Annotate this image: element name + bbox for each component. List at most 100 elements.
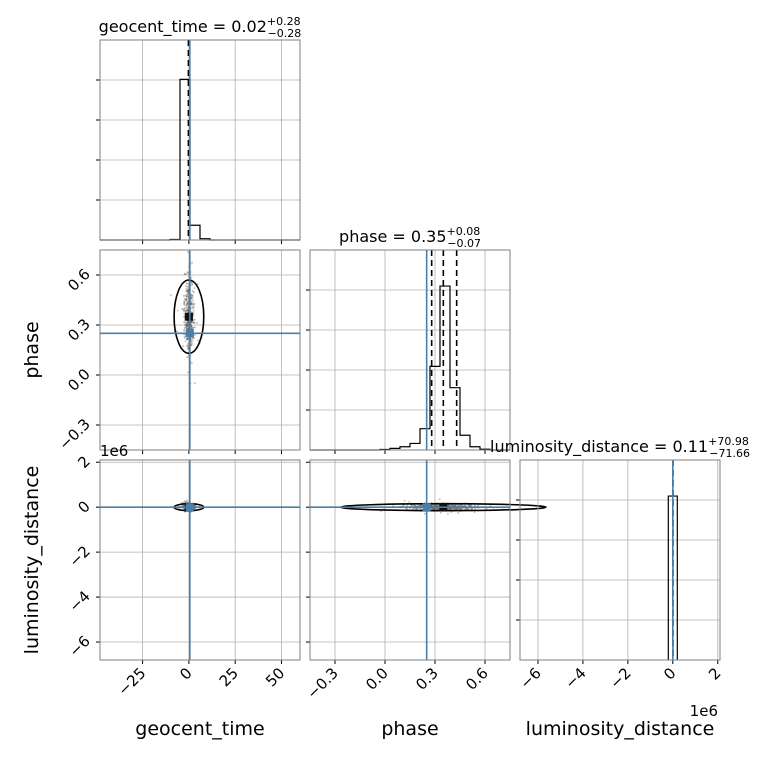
sample-point <box>181 308 184 310</box>
sample-point <box>182 302 185 305</box>
sample-point <box>186 309 189 312</box>
panel-frame <box>99 459 301 661</box>
xtick-label: 0 <box>660 664 679 683</box>
sample-point <box>181 504 184 507</box>
sample-point <box>190 324 193 327</box>
sample-point <box>192 326 195 329</box>
sample-point <box>187 301 190 304</box>
sample-point <box>187 290 190 293</box>
sample-point <box>193 326 196 329</box>
sample-point <box>187 310 190 313</box>
panel-frame <box>519 459 721 661</box>
sample-point <box>183 272 186 275</box>
sample-point <box>434 504 437 507</box>
sample-point <box>191 294 194 297</box>
sample-point <box>190 297 193 300</box>
sample-point <box>185 324 188 327</box>
sample-point <box>454 504 457 507</box>
sample-point <box>190 321 193 324</box>
sample-point <box>449 508 452 511</box>
sample-point <box>183 300 185 303</box>
sample-point <box>453 504 456 507</box>
sample-point <box>187 321 190 324</box>
title-plus: +0.28 <box>267 15 301 28</box>
sample-point <box>186 324 189 327</box>
sample-point <box>471 507 474 510</box>
sample-point <box>190 293 193 296</box>
sample-point <box>190 325 193 328</box>
sample-point <box>473 504 476 507</box>
sample-point <box>186 327 189 330</box>
sample-point <box>186 338 189 341</box>
sample-point <box>187 309 190 312</box>
sample-point <box>186 271 189 274</box>
sample-point <box>191 327 194 330</box>
truth-marker <box>185 329 194 338</box>
sample-point <box>456 507 459 510</box>
sample-point <box>186 292 189 294</box>
sample-point <box>411 504 414 507</box>
sample-point <box>184 336 187 339</box>
sample-point <box>415 508 418 511</box>
sample-point <box>405 507 408 510</box>
sample-point <box>190 327 193 330</box>
sample-point <box>187 324 190 327</box>
sample-point <box>191 296 194 299</box>
gridlines <box>310 460 510 660</box>
density-peak <box>184 312 193 321</box>
title-minus: −0.28 <box>268 27 302 40</box>
sample-point <box>435 504 438 507</box>
sample-point <box>419 504 422 507</box>
sample-point <box>191 305 194 308</box>
sample-point <box>467 508 470 511</box>
sample-point <box>413 504 416 507</box>
xtick-label: −6 <box>516 664 544 692</box>
sample-point <box>449 507 452 510</box>
sample-point <box>184 501 187 503</box>
sample-point <box>185 304 188 307</box>
sample-point <box>464 504 467 507</box>
sample-point <box>184 298 187 301</box>
sample-point <box>185 273 188 276</box>
sample-point <box>183 303 186 306</box>
sample-point <box>436 508 439 511</box>
sample-point <box>191 339 194 342</box>
sample-point <box>401 504 404 507</box>
sample-point <box>415 508 417 510</box>
sample-point <box>184 501 187 504</box>
sample-point <box>193 504 196 507</box>
sample-point <box>190 281 193 284</box>
panel-phase-vs-geocent_time: −0.3 0.0 0.3 0.6 <box>55 249 301 454</box>
sample-point <box>185 325 188 327</box>
sample-point <box>190 321 193 324</box>
sample-point <box>191 290 194 293</box>
sample-point <box>448 504 451 507</box>
title-main: phase = 0.35 <box>339 227 446 246</box>
sample-point <box>187 320 189 323</box>
sample-point <box>459 508 462 511</box>
xtick-label: 0.6 <box>462 664 492 694</box>
panel-frame <box>99 39 301 241</box>
sample-point <box>187 289 190 292</box>
sample-point <box>185 501 188 504</box>
sample-point <box>191 283 194 286</box>
sample-point <box>185 287 188 290</box>
sample-point <box>187 342 190 345</box>
panel-phase-vs-phase: phase = 0.35+0.08 −0.07 <box>306 225 511 454</box>
sample-point <box>186 344 189 347</box>
sample-point <box>186 302 189 305</box>
xtick-label: −0.3 <box>303 664 341 702</box>
sample-point <box>187 322 190 325</box>
sample-point <box>412 507 415 510</box>
truth-marker <box>422 503 431 512</box>
xtick-label: −4 <box>561 664 589 692</box>
sample-point <box>437 504 440 507</box>
contour-outer <box>173 279 205 355</box>
sample-point <box>183 335 186 338</box>
sample-point <box>182 504 185 507</box>
sample-point <box>186 309 189 312</box>
sample-point <box>183 321 185 323</box>
sample-point <box>410 504 413 507</box>
gridlines <box>310 250 510 450</box>
